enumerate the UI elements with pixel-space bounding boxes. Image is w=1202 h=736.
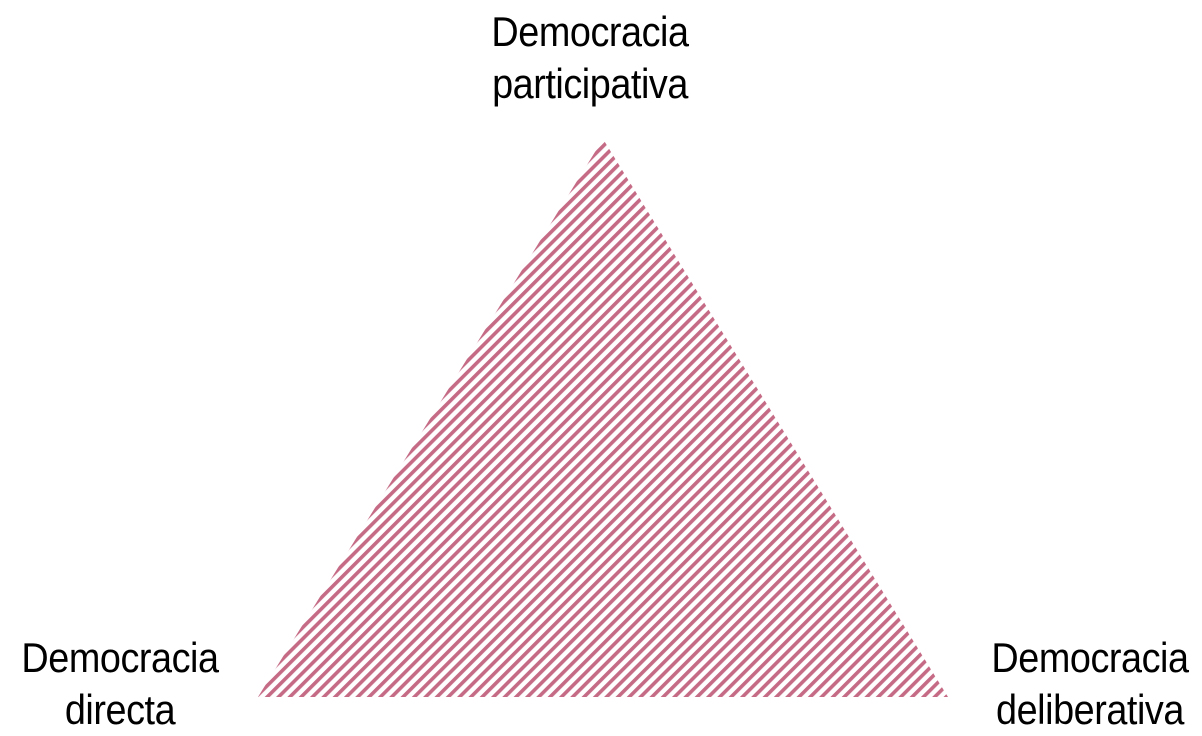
vertex-label-participativa-line2: participativa xyxy=(492,60,688,107)
vertex-label-participativa-line1: Democracia xyxy=(491,8,689,55)
vertex-label-participativa: Democracia participativa xyxy=(446,6,734,110)
hatched-triangle xyxy=(258,139,948,697)
vertex-label-directa-line1: Democracia xyxy=(21,634,219,681)
vertex-label-deliberativa-line1: Democracia xyxy=(991,634,1189,681)
vertex-label-deliberativa-line2: deliberativa xyxy=(996,686,1184,733)
vertex-label-directa: Democracia directa xyxy=(0,632,264,736)
vertex-label-directa-line2: directa xyxy=(64,686,176,733)
vertex-label-deliberativa: Democracia deliberativa xyxy=(946,632,1202,736)
